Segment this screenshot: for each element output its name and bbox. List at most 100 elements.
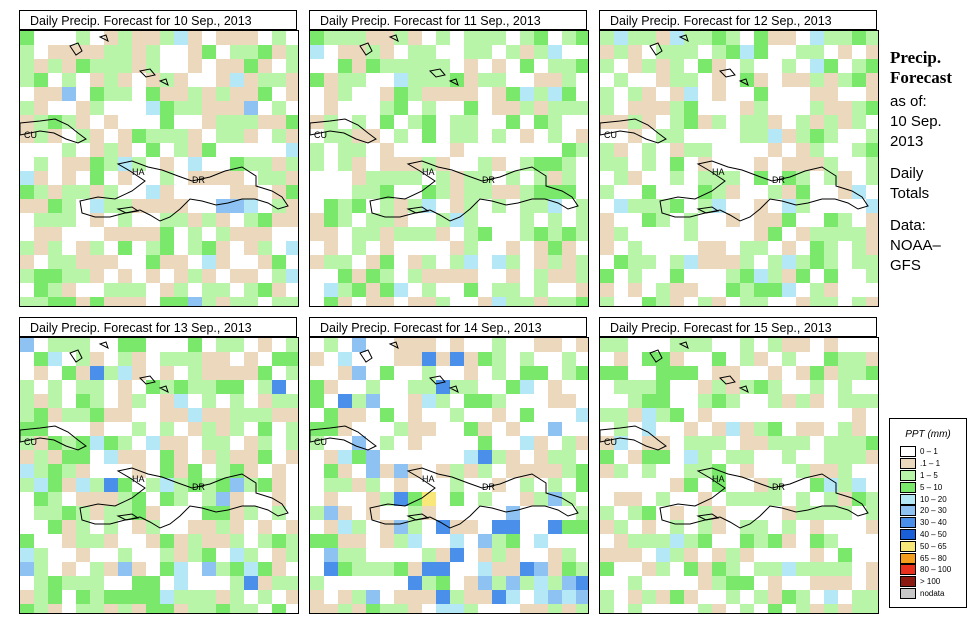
precip-cell [352, 129, 366, 143]
precip-cell [216, 338, 230, 352]
precip-cell [614, 548, 628, 562]
precip-cell [408, 422, 422, 436]
precip-cell [286, 143, 298, 157]
precip-cell [230, 227, 244, 241]
precip-cell [160, 478, 174, 492]
precip-cell [90, 185, 104, 199]
precip-cell [34, 604, 48, 613]
precip-cell [188, 590, 202, 604]
precip-cell [478, 185, 492, 199]
precip-cell [506, 506, 520, 520]
precip-cell [576, 520, 588, 534]
precip-cell [244, 548, 258, 562]
precip-cell [614, 436, 628, 450]
precip-cell [740, 101, 754, 115]
precip-cell [258, 422, 272, 436]
precip-cell [768, 492, 782, 506]
hispaniola-coast [79, 467, 289, 529]
precip-cell [380, 283, 394, 297]
legend-label: 80 – 100 [920, 565, 952, 575]
precip-cell [436, 590, 450, 604]
precip-cell [286, 534, 298, 548]
precip-cell [782, 562, 796, 576]
precip-cell [670, 352, 684, 366]
precip-cell [48, 352, 62, 366]
precip-cell [450, 143, 464, 157]
precip-cell [782, 59, 796, 73]
precip-cell [216, 115, 230, 129]
precip-cell [478, 492, 492, 506]
precip-cell [48, 338, 62, 352]
precip-cell [408, 520, 422, 534]
precip-cell [726, 366, 740, 380]
precip-cell [576, 338, 588, 352]
precip-cell [562, 604, 576, 613]
precip-cell [394, 562, 408, 576]
precip-cell [642, 408, 656, 422]
precip-cell [20, 562, 34, 576]
precip-cell [352, 408, 366, 422]
panel-title: Daily Precip. Forecast for 12 Sep., 2013 [599, 10, 877, 30]
precip-cell [286, 590, 298, 604]
precip-cell [244, 408, 258, 422]
hispaniola-coast [659, 160, 869, 222]
precip-cell [506, 534, 520, 548]
precip-cell [548, 213, 562, 227]
precip-cell [258, 408, 272, 422]
precip-cell [272, 394, 286, 408]
precip-cell [824, 590, 838, 604]
precip-cell [310, 394, 324, 408]
precip-cell [394, 534, 408, 548]
precip-cell [34, 199, 48, 213]
precip-cell [216, 366, 230, 380]
precip-cell [216, 59, 230, 73]
precip-cell [548, 241, 562, 255]
precip-cell [712, 185, 726, 199]
precip-cell [48, 576, 62, 590]
precip-cell [478, 562, 492, 576]
precip-cell [160, 562, 174, 576]
precip-cell [754, 129, 768, 143]
precip-cell [852, 143, 866, 157]
sidebar-title-2: Forecast [890, 68, 952, 87]
precip-cell [824, 213, 838, 227]
precip-cell [76, 478, 90, 492]
precip-cell [600, 185, 614, 199]
precip-cell [20, 464, 34, 478]
precip-cell [422, 185, 436, 199]
precip-cell [338, 450, 352, 464]
precip-cell [34, 283, 48, 297]
islets-coast [649, 34, 749, 86]
precip-cell [450, 464, 464, 478]
precip-cell [366, 213, 380, 227]
precip-cell [104, 590, 118, 604]
precip-cell [520, 185, 534, 199]
precip-cell [698, 297, 712, 306]
precip-cell [422, 338, 436, 352]
precip-cell [464, 604, 478, 613]
cuba-coast [600, 425, 667, 451]
precip-cell [76, 408, 90, 422]
precip-cell [20, 338, 34, 352]
precip-cell [712, 45, 726, 59]
precip-cell [216, 352, 230, 366]
precip-cell [548, 394, 562, 408]
precip-cell [534, 199, 548, 213]
precip-cell [600, 87, 614, 101]
precip-cell [768, 604, 782, 613]
precip-cell [230, 297, 244, 306]
precip-cell [670, 478, 684, 492]
precip-cell [838, 492, 852, 506]
precip-cell [782, 338, 796, 352]
precip-cell [286, 366, 298, 380]
precip-cell [62, 436, 76, 450]
precip-cell [656, 352, 670, 366]
precip-cell [576, 269, 588, 283]
precip-cell [118, 171, 132, 185]
precip-cell [838, 436, 852, 450]
precip-cell [628, 492, 642, 506]
precip-cell [534, 534, 548, 548]
precip-cell [698, 338, 712, 352]
precip-cell [478, 422, 492, 436]
legend-swatch [900, 564, 916, 576]
